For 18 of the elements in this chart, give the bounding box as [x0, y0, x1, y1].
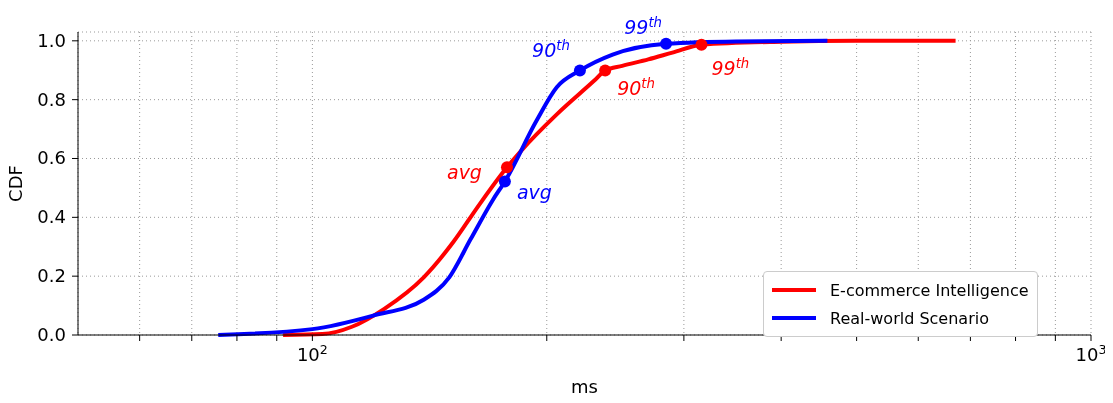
x-tick-label: 10$^{2}$: [296, 341, 328, 365]
x-tick-label: 10$^{3}$: [1075, 341, 1107, 365]
x-axis-title: ms: [571, 376, 598, 397]
annotation: 99$^{th}$: [624, 14, 663, 38]
y-tick-label: 0.4: [37, 206, 66, 228]
annotation: avg: [516, 181, 552, 204]
y-tick-label: 0.2: [37, 265, 66, 287]
y-tick-label: 0.8: [37, 88, 66, 110]
y-axis-title: CDF: [5, 165, 27, 202]
annotation: 90$^{th}$: [532, 37, 570, 61]
y-tick-label: 0.0: [37, 324, 66, 345]
y-tick-label: 0.6: [37, 147, 66, 169]
legend-label: E-commerce Intelligence: [830, 280, 1029, 300]
legend-label: Real-world Scenario: [830, 308, 989, 328]
y-tick-label: 1.0: [37, 29, 66, 51]
annotation: avg: [446, 161, 482, 184]
annotation: 99$^{th}$: [711, 55, 750, 79]
annotation: 90$^{th}$: [617, 75, 656, 99]
